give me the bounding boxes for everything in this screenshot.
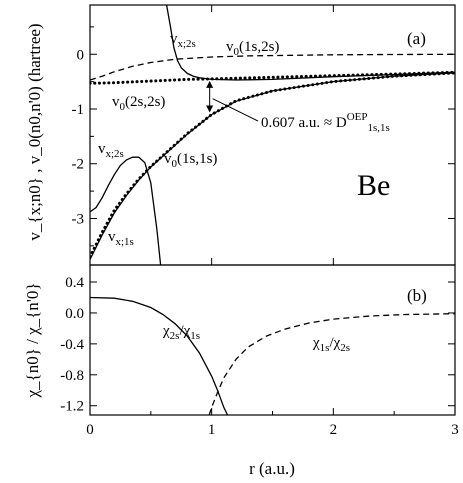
label-v0-2s2s: v0​(2s,2s) (112, 94, 165, 113)
panel-b-label: (b) (407, 286, 427, 305)
panel-b-y-tick-label: -0.4 (60, 337, 84, 353)
panel-a-y-axis-label: v_{x;n0} , v_0(n0,n'0) (hartree) (25, 23, 44, 240)
panel-b-x-tick-label: 2 (330, 422, 338, 438)
gap-arrow-head-top (206, 80, 214, 88)
panel-a-y-tick-label: -1 (72, 102, 85, 118)
panel-a-label: (a) (407, 29, 426, 48)
series-a-0 (165, 5, 455, 81)
panel-b-x-tick-label: 3 (451, 422, 459, 438)
panel-b-ticks (89, 281, 456, 415)
label-vx2s-left: vx;2s​ (98, 141, 124, 160)
label-gap: 0.607 a.u. ≈ DOEP​1s,1s​ (261, 111, 390, 134)
panel-b-frame (89, 264, 456, 416)
panel-a-y-tick-labels: 0 -1 -2 -3 (72, 47, 85, 227)
panel-b-y-tick-label: -0.8 (60, 368, 84, 384)
panel-b-y-tick-labels: 0.4 0.0 -0.4 -0.8 -1.2 (60, 275, 84, 415)
label-vx1s: vx;1s​ (108, 229, 134, 248)
panel-a-y-tick-label: -3 (72, 211, 85, 227)
panel-b-y-tick-label: 0.0 (65, 306, 84, 322)
series-a-1 (90, 53, 455, 81)
series-b-1 (208, 313, 455, 415)
panel-a-y-tick-label: -2 (72, 157, 85, 173)
x-axis-label: r (a.u.) (249, 459, 295, 478)
panel-a: 0 -1 -2 -3 (a) Be vx;2s​ v0​(1s,2s) v0​(2s,… (25, 4, 456, 266)
series-a-5 (90, 72, 455, 260)
label-chi1s-chi2s: χ1s​/χ2s​ (312, 335, 350, 354)
panel-b-y-tick-label: 0.4 (65, 275, 84, 291)
label-v0-1s2s: v0​(1s,2s) (226, 39, 279, 58)
element-label: Be (357, 169, 390, 202)
panel-b: 0.4 0.0 -0.4 -0.8 -1.2 0 1 2 3 (b) χ2s​/χ1s​ χ1… (23, 264, 459, 478)
panel-b-x-tick-label: 0 (86, 422, 94, 438)
panel-a-y-axis-label-text: v_{x;n0} , v_0(n0,n'0) (hartree) (25, 23, 44, 240)
gap-arrow (206, 80, 259, 122)
panel-b-x-tick-label: 1 (208, 422, 216, 438)
panel-b-y-axis-label: χ_{n0} / χ_{n'0} (23, 282, 42, 398)
panel-b-y-tick-label: -1.2 (60, 399, 84, 415)
panel-b-curves (90, 296, 455, 415)
series-b-0 (90, 296, 229, 415)
panel-b-y-axis-label-text: χ_{n0} / χ_{n'0} (23, 282, 42, 398)
series-a-2 (90, 70, 455, 85)
gap-leader-line (212, 98, 259, 122)
panel-a-curves (90, 5, 455, 265)
gap-arrow-head-bottom (206, 105, 214, 113)
label-v0-1s1s: v0​(1s,1s) (164, 151, 217, 170)
panel-b-x-tick-labels: 0 1 2 3 (86, 422, 459, 438)
label-vx2s-top: vx;2s​ (170, 31, 196, 50)
label-chi2s-chi1s: χ2s​/χ1s​ (162, 323, 200, 342)
series-a-4 (90, 156, 162, 265)
panel-a-y-tick-label: 0 (77, 47, 85, 63)
